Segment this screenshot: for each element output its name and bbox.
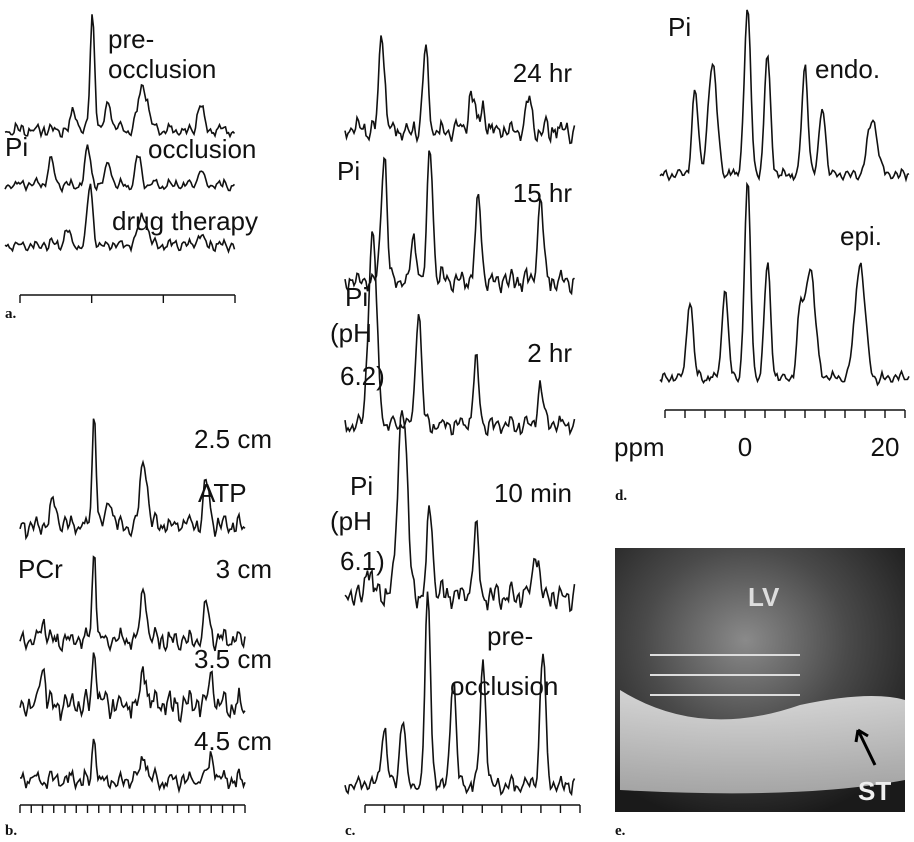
annotation: pre-: [487, 621, 533, 651]
annotation: occlusion: [148, 134, 256, 164]
annotation: occlusion: [108, 54, 216, 84]
annotation: 2.5 cm: [194, 424, 272, 454]
annotation: 10 min: [494, 478, 572, 508]
panel-label: d.: [615, 488, 627, 504]
panel-label: a.: [5, 306, 17, 322]
axis-label: ppm: [614, 432, 665, 462]
spectrum: [345, 36, 575, 144]
annotation: 3 cm: [216, 554, 272, 584]
annotation: 2 hr: [527, 338, 572, 368]
annotation: endo.: [815, 54, 880, 84]
annotation: (pH: [330, 506, 372, 536]
annotation: (pH: [330, 318, 372, 348]
annotation: pre-: [108, 24, 154, 54]
spectrum: [660, 184, 909, 385]
annotation: PCr: [18, 554, 63, 584]
annotation: 4.5 cm: [194, 726, 272, 756]
annotation: 3.5 cm: [194, 644, 272, 674]
panel-label: c.: [345, 823, 356, 839]
annotation: 6.2): [340, 361, 385, 391]
annotation: LV: [748, 582, 780, 612]
annotation: ST: [858, 776, 891, 806]
annotation: epi.: [840, 221, 882, 251]
panel-label: b.: [5, 823, 17, 839]
annotation: drug therapy: [112, 206, 258, 236]
page: pre- occlusion Pi occlusion drug therapy…: [0, 0, 914, 842]
spectrum: [345, 151, 575, 294]
tick-label: 0: [738, 432, 752, 462]
annotation: Pi: [668, 12, 691, 42]
annotation: occlusion: [450, 671, 558, 701]
annotation: 15 hr: [513, 178, 573, 208]
annotation: Pi: [350, 471, 373, 501]
annotation: 24 hr: [513, 58, 573, 88]
figure: pre- occlusion Pi occlusion drug therapy…: [0, 0, 914, 842]
tick-label: 20: [871, 432, 900, 462]
spectrum: [345, 232, 575, 435]
annotation: Pi: [5, 132, 28, 162]
panel-label: e.: [615, 823, 626, 839]
spectrum: [660, 10, 909, 180]
annotation: ATP: [198, 478, 247, 508]
spectrum: [345, 410, 575, 611]
annotation: 6.1): [340, 546, 385, 576]
annotation: Pi: [337, 156, 360, 186]
